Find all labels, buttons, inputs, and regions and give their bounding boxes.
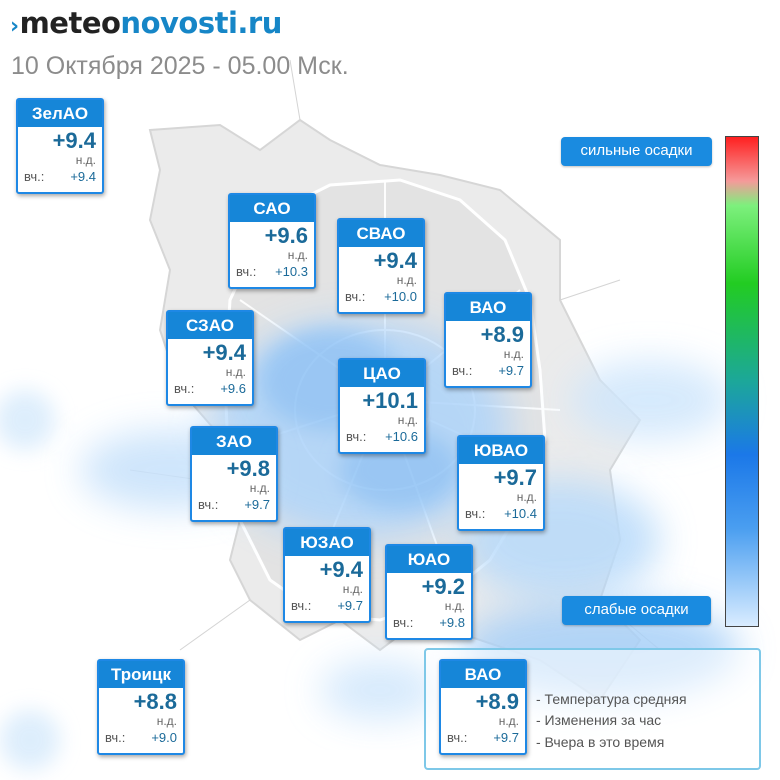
district-temp: +9.4 <box>319 557 363 582</box>
district-card-yuzao: ЮЗАО +9.4 н.д. вч.: +9.7 <box>283 527 371 623</box>
logo-text-part2: novosti.ru <box>120 6 282 40</box>
district-yesterday: вч.: +9.6 <box>168 379 252 398</box>
district-change: н.д. <box>396 273 417 287</box>
district-yesterday: вч.: +10.3 <box>230 262 314 281</box>
district-change: н.д. <box>225 365 246 379</box>
precip-high-label: сильные осадки <box>561 137 712 166</box>
district-name: ЮАО <box>387 546 471 573</box>
yesterday-value: +10.4 <box>504 506 537 521</box>
district-name: Троицк <box>99 661 183 688</box>
yesterday-value: +9.7 <box>498 363 524 378</box>
district-yesterday: вч.: +9.7 <box>285 596 369 615</box>
yesterday-value: +10.6 <box>385 429 418 444</box>
district-temp: +8.8 <box>133 689 177 714</box>
yesterday-label: вч.: <box>452 363 473 378</box>
district-yesterday: вч.: +9.7 <box>446 361 530 380</box>
district-temp: +9.7 <box>493 465 537 490</box>
yesterday-value: +9.0 <box>151 730 177 745</box>
district-change: н.д. <box>498 714 519 728</box>
yesterday-label: вч.: <box>393 615 414 630</box>
district-name: ЗелАО <box>18 100 102 127</box>
district-yesterday: вч.: +9.0 <box>99 728 183 747</box>
logo-chevron-icon: › <box>10 14 19 39</box>
district-change: н.д. <box>287 248 308 262</box>
district-card-yuao: ЮАО +9.2 н.д. вч.: +9.8 <box>385 544 473 640</box>
district-temp: +8.9 <box>475 689 519 714</box>
district-name: ЮЗАО <box>285 529 369 556</box>
district-temp: +10.1 <box>362 388 418 413</box>
yesterday-label: вч.: <box>291 598 312 613</box>
yesterday-label: вч.: <box>24 169 45 184</box>
district-temp: +9.6 <box>264 223 308 248</box>
precip-low-label: слабые осадки <box>562 596 711 625</box>
forecast-timestamp: 10 Октября 2025 - 05.00 Мск. <box>11 52 349 80</box>
district-name: ВАО <box>441 661 525 688</box>
legend-desc-temp: - Температура средняя <box>536 691 687 707</box>
yesterday-label: вч.: <box>447 730 468 745</box>
district-temp: +8.9 <box>480 322 524 347</box>
yesterday-label: вч.: <box>345 289 366 304</box>
district-name: ВАО <box>446 294 530 321</box>
district-change: н.д. <box>249 481 270 495</box>
yesterday-value: +9.6 <box>220 381 246 396</box>
yesterday-value: +10.0 <box>384 289 417 304</box>
district-card-yuvao: ЮВАО +9.7 н.д. вч.: +10.4 <box>457 435 545 531</box>
district-yesterday: вч.: +9.7 <box>192 495 276 514</box>
district-card-vao: ВАО +8.9 н.д. вч.: +9.7 <box>444 292 532 388</box>
precipitation-gradient-scale <box>725 136 759 627</box>
district-card-troitsk: Троицк +8.8 н.д. вч.: +9.0 <box>97 659 185 755</box>
yesterday-value: +9.4 <box>70 169 96 184</box>
district-name: САО <box>230 195 314 222</box>
legend-sample-card: ВАО +8.9 н.д. вч.: +9.7 <box>439 659 527 755</box>
yesterday-label: вч.: <box>346 429 367 444</box>
district-card-cao: ЦАО +10.1 н.д. вч.: +10.6 <box>338 358 426 454</box>
district-yesterday: вч.: +9.8 <box>387 613 471 632</box>
district-card-sao: САО +9.6 н.д. вч.: +10.3 <box>228 193 316 289</box>
yesterday-value: +9.7 <box>244 497 270 512</box>
district-yesterday: вч.: +9.4 <box>18 167 102 186</box>
yesterday-label: вч.: <box>236 264 257 279</box>
yesterday-label: вч.: <box>198 497 219 512</box>
yesterday-value: +9.7 <box>493 730 519 745</box>
legend-desc-yesterday: - Вчера в это время <box>536 734 665 750</box>
logo-text-part1: meteo <box>19 6 121 40</box>
district-card-svao: СВАО +9.4 н.д. вч.: +10.0 <box>337 218 425 314</box>
yesterday-label: вч.: <box>105 730 126 745</box>
district-name: ЮВАО <box>459 437 543 464</box>
district-change: н.д. <box>516 490 537 504</box>
district-temp: +9.4 <box>202 340 246 365</box>
district-temp: +9.8 <box>226 456 270 481</box>
district-temp: +9.2 <box>421 574 465 599</box>
yesterday-label: вч.: <box>174 381 195 396</box>
district-change: н.д. <box>156 714 177 728</box>
yesterday-label: вч.: <box>465 506 486 521</box>
district-temp: +9.4 <box>52 128 96 153</box>
yesterday-value: +9.8 <box>439 615 465 630</box>
district-name: СЗАО <box>168 312 252 339</box>
district-temp: +9.4 <box>373 248 417 273</box>
district-card-zao: ЗАО +9.8 н.д. вч.: +9.7 <box>190 426 278 522</box>
district-name: СВАО <box>339 220 423 247</box>
district-name: ЦАО <box>340 360 424 387</box>
district-change: н.д. <box>397 413 418 427</box>
district-yesterday: вч.: +10.0 <box>339 287 423 306</box>
district-yesterday: вч.: +10.6 <box>340 427 424 446</box>
district-name: ЗАО <box>192 428 276 455</box>
legend-desc-change: - Изменения за час <box>536 712 662 728</box>
site-logo[interactable]: ›meteonovosti.ru <box>10 6 282 40</box>
yesterday-value: +9.7 <box>337 598 363 613</box>
district-card-zelao: ЗелАО +9.4 н.д. вч.: +9.4 <box>16 98 104 194</box>
yesterday-value: +10.3 <box>275 264 308 279</box>
district-change: н.д. <box>75 153 96 167</box>
district-change: н.д. <box>444 599 465 613</box>
district-yesterday: вч.: +10.4 <box>459 504 543 523</box>
district-card-szao: СЗАО +9.4 н.д. вч.: +9.6 <box>166 310 254 406</box>
district-yesterday: вч.: +9.7 <box>441 728 525 747</box>
district-change: н.д. <box>503 347 524 361</box>
district-change: н.д. <box>342 582 363 596</box>
